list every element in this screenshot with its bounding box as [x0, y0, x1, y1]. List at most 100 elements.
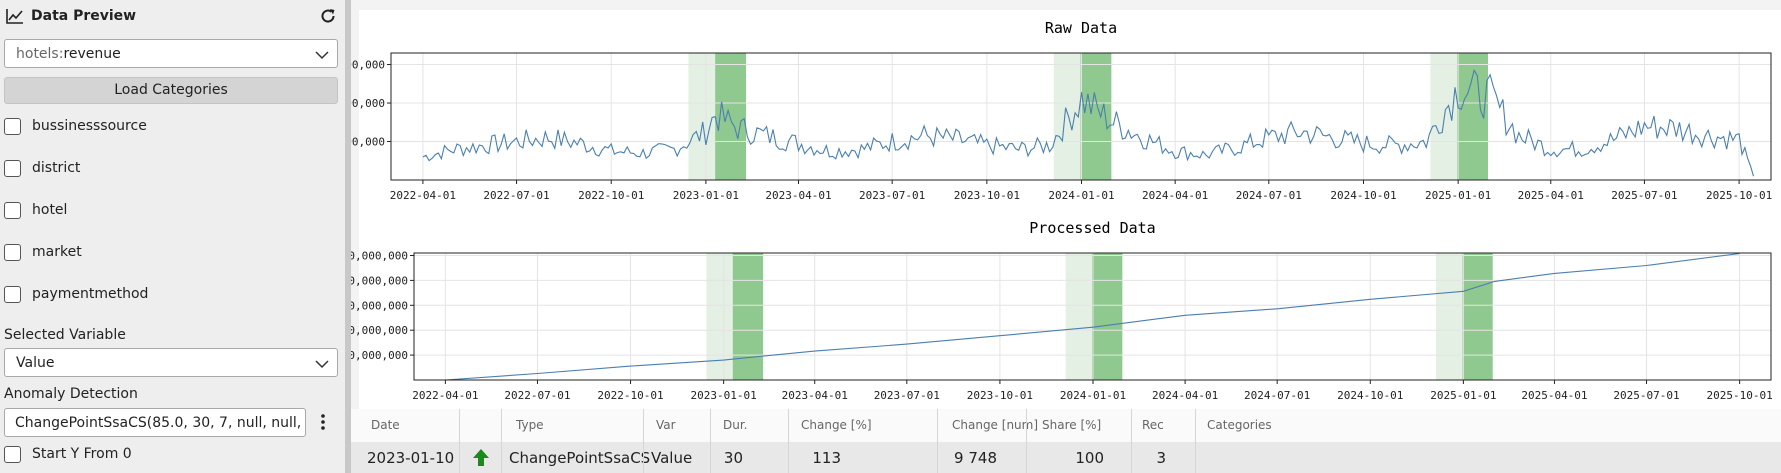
x-tick-label: 2023-10-01	[967, 389, 1033, 402]
header-duration: Dur.	[723, 418, 748, 432]
x-tick-label: 2023-07-01	[859, 189, 925, 202]
x-tick-label: 2024-10-01	[1330, 189, 1396, 202]
anomaly-band-light	[1053, 53, 1081, 180]
header-rec: Rec	[1142, 418, 1164, 432]
column-divider	[501, 409, 502, 473]
category-label: market	[32, 244, 82, 260]
anomaly-detection-label: Anomaly Detection	[4, 386, 138, 402]
checkbox[interactable]	[4, 118, 21, 135]
x-tick-label: 2023-01-01	[691, 389, 757, 402]
chart-1: Processed Data 2022-04-01 2022-07-01 2022-1…	[351, 219, 1773, 402]
x-tick-label: 2023-01-01	[673, 189, 739, 202]
x-tick-label: 2024-01-01	[1060, 389, 1126, 402]
series-line	[445, 252, 1740, 381]
anomaly-detection-value: ChangePointSsaCS(85.0, 30, 7, null, null…	[15, 415, 306, 431]
cell-rec: 3	[1156, 449, 1166, 467]
column-divider	[459, 409, 460, 473]
sidebar-header: Data Preview	[0, 0, 345, 34]
plot-frame	[413, 252, 1772, 381]
header-var: Var	[656, 418, 676, 432]
anomaly-table: Date Type Var Dur. Change [%] Change [nu…	[351, 409, 1781, 473]
charts-svg: Raw Data 2022-04-01 2022-07-01 2022-10-01 20…	[351, 19, 1773, 402]
anomaly-band-light	[706, 253, 733, 380]
x-tick-label: 2025-01-01	[1430, 389, 1496, 402]
checkbox[interactable]	[4, 286, 21, 303]
column-divider	[1131, 409, 1132, 473]
y-tick-label: 6,000,000	[351, 59, 385, 72]
x-tick-label: 2025-10-01	[1707, 389, 1773, 402]
category-label: hotel	[32, 202, 68, 218]
category-label: district	[32, 160, 81, 176]
anomaly-band-light	[1430, 53, 1458, 180]
chart-0: Raw Data 2022-04-01 2022-07-01 2022-10-01 20…	[351, 19, 1772, 202]
checkbox[interactable]	[4, 446, 21, 463]
chart-title: Processed Data	[1029, 219, 1155, 237]
cell-duration: 30	[723, 449, 743, 467]
anomaly-band	[1462, 253, 1493, 380]
chart-line-icon	[6, 8, 24, 28]
start-y-label: Start Y From 0	[32, 446, 132, 462]
x-tick-label: 2023-04-01	[765, 189, 831, 202]
x-tick-label: 2024-04-01	[1152, 389, 1218, 402]
anomaly-band-light	[688, 53, 716, 180]
x-tick-label: 2022-10-01	[597, 389, 663, 402]
cell-var: Value	[651, 449, 693, 467]
cell-share: 100	[1075, 449, 1104, 467]
category-label: paymentmethod	[32, 286, 149, 302]
series-line	[422, 68, 1755, 177]
anomaly-band	[1080, 53, 1112, 180]
anomaly-band	[1091, 253, 1123, 380]
x-tick-label: 2024-07-01	[1236, 189, 1302, 202]
column-divider	[788, 409, 789, 473]
y-tick-label: 1,000,000,000	[351, 324, 408, 337]
table-header: Date Type Var Dur. Change [%] Change [nu…	[351, 409, 1781, 443]
x-tick-label: 2022-04-01	[412, 389, 478, 402]
x-tick-label: 2025-04-01	[1521, 389, 1587, 402]
column-divider	[937, 409, 938, 473]
checkbox[interactable]	[4, 244, 21, 261]
dataset-select[interactable]: hotels:revenue	[4, 39, 338, 68]
header-type: Type	[516, 418, 544, 432]
x-tick-label: 2025-04-01	[1518, 189, 1584, 202]
load-categories-button[interactable]: Load Categories	[4, 77, 338, 104]
column-divider	[710, 409, 711, 473]
anomaly-band-light	[1436, 253, 1463, 380]
anomaly-band-light	[1065, 253, 1092, 380]
column-divider	[1026, 409, 1027, 473]
anomaly-band	[732, 253, 764, 380]
x-tick-label: 2022-10-01	[578, 189, 644, 202]
cell-change-pct: 113	[812, 449, 841, 467]
category-label: bussinesssource	[32, 118, 147, 134]
x-tick-label: 2025-01-01	[1425, 189, 1491, 202]
variable-select[interactable]: Value	[4, 348, 338, 377]
panel-splitter[interactable]	[345, 0, 351, 473]
x-tick-label: 2024-10-01	[1337, 389, 1403, 402]
x-tick-label: 2022-07-01	[504, 389, 570, 402]
kebab-menu-icon[interactable]	[319, 412, 327, 436]
header-date: Date	[371, 418, 400, 432]
header-categories: Categories	[1207, 418, 1272, 432]
refresh-icon[interactable]	[319, 7, 337, 29]
column-divider	[1195, 409, 1196, 473]
y-tick-label: 500,000,000	[351, 349, 408, 362]
chart-title: Raw Data	[1045, 19, 1117, 37]
y-tick-label: 1,500,000,000	[351, 299, 408, 312]
checkbox[interactable]	[4, 202, 21, 219]
x-tick-label: 2023-10-01	[954, 189, 1020, 202]
x-tick-label: 2024-04-01	[1142, 189, 1208, 202]
variable-value: Value	[16, 355, 55, 371]
x-tick-label: 2024-07-01	[1244, 389, 1310, 402]
cell-type: ChangePointSsaCS	[509, 449, 651, 467]
table-row[interactable]: 2023-01-10 ChangePointSsaCS Value 30 113…	[351, 442, 1781, 473]
arrow-up-icon	[473, 449, 489, 470]
cell-date: 2023-01-10	[367, 449, 455, 467]
selected-variable-label: Selected Variable	[4, 327, 126, 343]
x-tick-label: 2024-01-01	[1048, 189, 1114, 202]
anomaly-detection-input[interactable]: ChangePointSsaCS(85.0, 30, 7, null, null…	[4, 408, 306, 437]
x-tick-label: 2023-04-01	[782, 389, 848, 402]
y-tick-label: 2,000,000,000	[351, 274, 408, 287]
x-tick-label: 2025-10-01	[1706, 189, 1772, 202]
checkbox[interactable]	[4, 160, 21, 177]
y-tick-label: 2,500,000,000	[351, 249, 408, 262]
chevron-down-icon	[315, 357, 329, 373]
